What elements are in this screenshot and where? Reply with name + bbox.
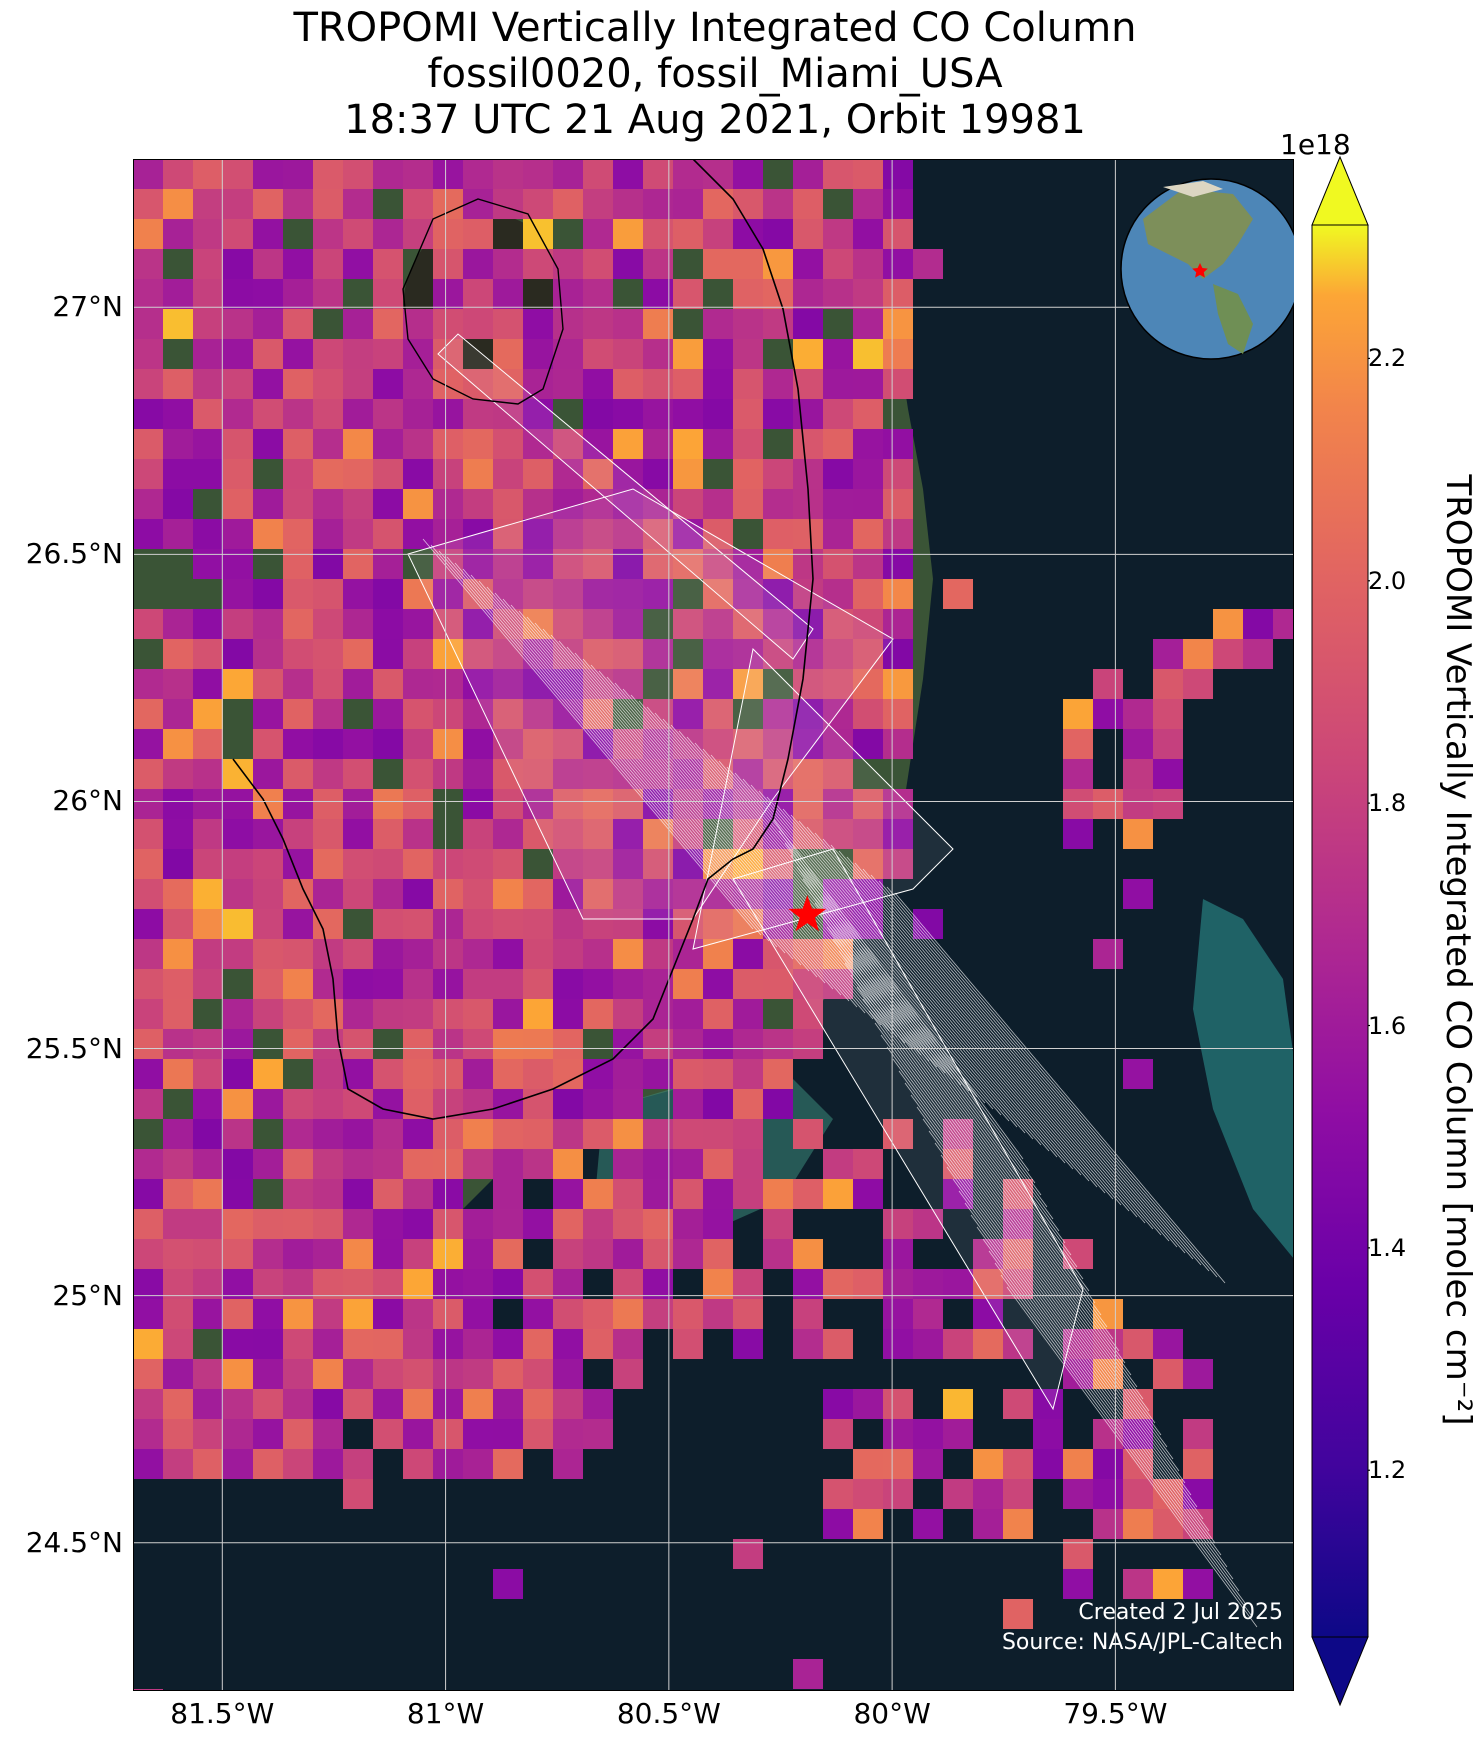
globe-icon [1120,178,1294,360]
title-line-1: TROPOMI Vertically Integrated CO Column [293,5,1137,51]
credit-created: Created 2 Jul 2025 [1078,1600,1283,1625]
colorbar-label: TROPOMI Vertically Integrated CO Column … [1438,474,1477,1426]
colorbar [1311,155,1370,1707]
lake-outline [402,198,564,405]
lat-tick-label: 26.5°N [25,537,123,571]
colorbar-tick-label: 2.2 [1368,344,1407,373]
lat-tick-label: 24.5°N [25,1525,123,1559]
colorbar-max-extension [1311,155,1369,226]
globe-site-star [1192,263,1208,278]
coastline [232,159,814,1120]
colorbar-tick-label: 1.4 [1368,1233,1407,1262]
colorbar-tick-label: 1.8 [1368,789,1407,818]
colorbar-ticks [1368,357,1370,1471]
lat-tick-label: 25°N [52,1278,123,1312]
map-gridlines [133,159,1294,1691]
colorbar-tick-label: 1.6 [1368,1011,1407,1040]
colorbar-exponent: 1e18 [1280,128,1351,161]
lat-tick-label: 25.5°N [25,1031,123,1065]
colorbar-tick-label: 1.2 [1368,1456,1407,1485]
title-line-2: fossil0020, fossil_Miami_USA [427,51,1003,97]
footprint-grid [407,333,1258,1628]
shallow-water [1193,899,1294,1259]
lon-tick-label: 80.5°W [616,1697,721,1730]
lon-tick-label: 81°W [406,1697,485,1730]
credit-source: Source: NASA/JPL-Caltech [1002,1630,1283,1655]
star-icon [788,895,827,932]
map-frame [133,159,1294,1691]
colorbar-min-extension [1311,1636,1369,1707]
lon-tick-label: 80°W [853,1697,931,1730]
lon-tick-label: 79.5°W [1063,1697,1168,1730]
colorbar-tick-label: 2.0 [1368,566,1407,595]
colorbar-gradient [1311,224,1369,1638]
lat-tick-label: 27°N [52,290,123,324]
lon-tick-label: 81.5°W [170,1697,275,1730]
title-line-3: 18:37 UTC 21 Aug 2021, Orbit 19981 [344,97,1086,143]
map-panel[interactable]: Created 2 Jul 2025 Source: NASA/JPL-Calt… [133,159,1294,1691]
lat-tick-label: 26°N [52,784,123,818]
co-pixel-layer [133,159,1294,1691]
